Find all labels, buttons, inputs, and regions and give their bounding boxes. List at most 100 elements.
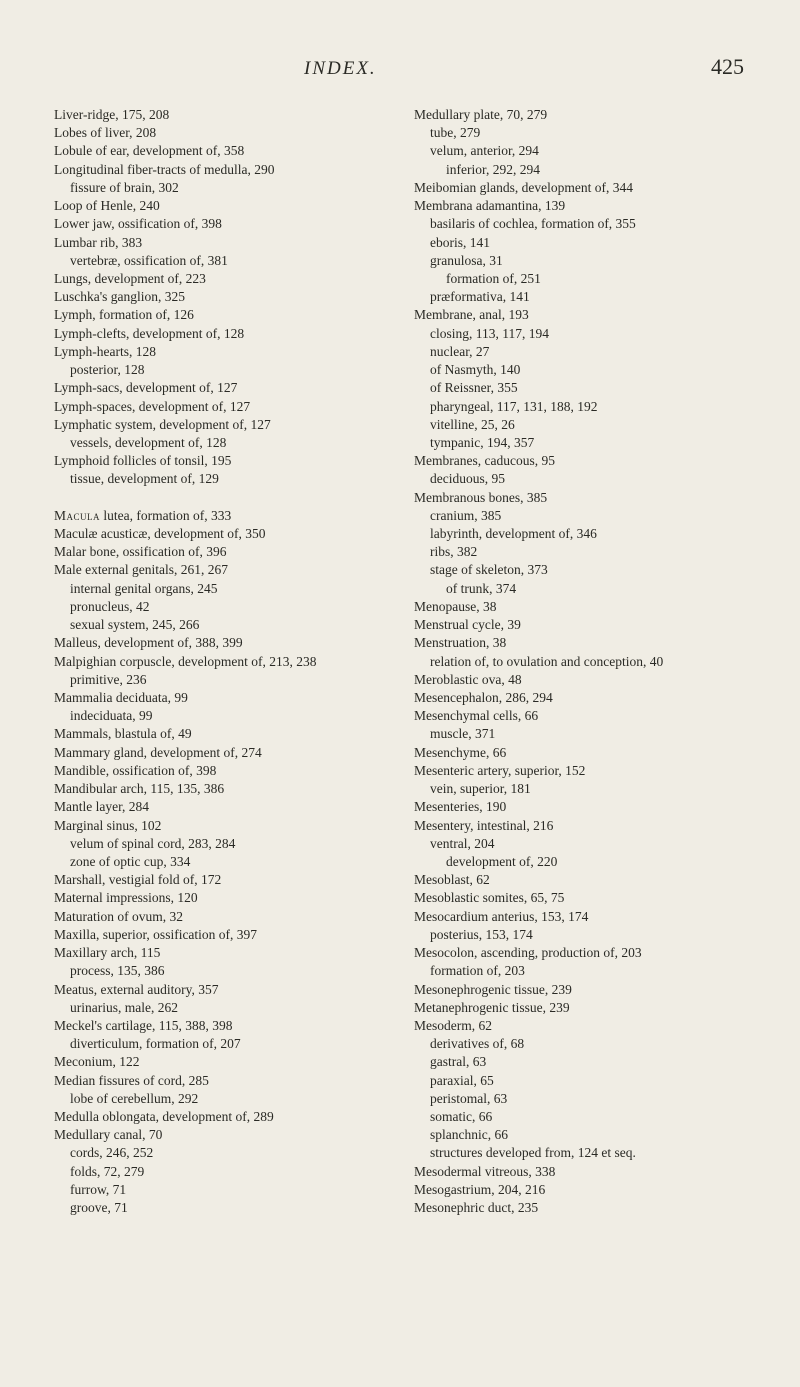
index-entry: Mammals, blastula of, 49 <box>54 725 392 743</box>
index-entry: vitelline, 25, 26 <box>414 416 752 434</box>
index-entry: Lobule of ear, development of, 358 <box>54 142 392 160</box>
index-entry: Mammary gland, development of, 274 <box>54 744 392 762</box>
index-entry: development of, 220 <box>414 853 752 871</box>
index-entry: Lymph-clefts, development of, 128 <box>54 325 392 343</box>
index-entry: somatic, 66 <box>414 1108 752 1126</box>
index-entry: paraxial, 65 <box>414 1072 752 1090</box>
index-entry: Meibomian glands, development of, 344 <box>414 179 752 197</box>
index-entry: inferior, 292, 294 <box>414 161 752 179</box>
index-entry: Longitudinal fiber-tracts of medulla, 29… <box>54 161 392 179</box>
index-entry: Metanephrogenic tissue, 239 <box>414 999 752 1017</box>
index-entry: Menopause, 38 <box>414 598 752 616</box>
index-entry: diverticulum, formation of, 207 <box>54 1035 392 1053</box>
index-entry: Mesonephrogenic tissue, 239 <box>414 981 752 999</box>
index-entry: of trunk, 374 <box>414 580 752 598</box>
index-entry: folds, 72, 279 <box>54 1163 392 1181</box>
index-entry: gastral, 63 <box>414 1053 752 1071</box>
index-entry: Medulla oblongata, development of, 289 <box>54 1108 392 1126</box>
index-entry: pharyngeal, 117, 131, 188, 192 <box>414 398 752 416</box>
index-entry: Male external genitals, 261, 267 <box>54 561 392 579</box>
index-entry: Mesocardium anterius, 153, 174 <box>414 908 752 926</box>
index-entry: Macula lutea, formation of, 333 <box>54 507 392 525</box>
index-entry: process, 135, 386 <box>54 962 392 980</box>
index-entry: Mesoblastic somites, 65, 75 <box>414 889 752 907</box>
index-entry: formation of, 203 <box>414 962 752 980</box>
index-entry: Maturation of ovum, 32 <box>54 908 392 926</box>
index-entry: Maternal impressions, 120 <box>54 889 392 907</box>
index-entry: Marginal sinus, 102 <box>54 817 392 835</box>
index-entry: groove, 71 <box>54 1199 392 1217</box>
index-entry: Maxilla, superior, ossification of, 397 <box>54 926 392 944</box>
index-entry: vein, superior, 181 <box>414 780 752 798</box>
index-entry: relation of, to ovulation and conception… <box>414 653 752 671</box>
index-entry: Mesonephric duct, 235 <box>414 1199 752 1217</box>
index-entry: splanchnic, 66 <box>414 1126 752 1144</box>
index-entry: urinarius, male, 262 <box>54 999 392 1017</box>
index-entry: deciduous, 95 <box>414 470 752 488</box>
index-entry: posterior, 128 <box>54 361 392 379</box>
index-entry: Lymph-spaces, development of, 127 <box>54 398 392 416</box>
index-entry: fissure of brain, 302 <box>54 179 392 197</box>
index-entry: Mesogastrium, 204, 216 <box>414 1181 752 1199</box>
index-entry: Mesentery, intestinal, 216 <box>414 817 752 835</box>
index-entry: Malleus, development of, 388, 399 <box>54 634 392 652</box>
index-entry: Mesenteric artery, superior, 152 <box>414 762 752 780</box>
index-entry: Lobes of liver, 208 <box>54 124 392 142</box>
index-entry: Mesoblast, 62 <box>414 871 752 889</box>
index-entry: Maculæ acusticæ, development of, 350 <box>54 525 392 543</box>
index-entry <box>54 489 392 507</box>
page-number: 425 <box>711 54 744 80</box>
index-entry: labyrinth, development of, 346 <box>414 525 752 543</box>
index-entry: lobe of cerebellum, 292 <box>54 1090 392 1108</box>
index-entry: Median fissures of cord, 285 <box>54 1072 392 1090</box>
index-entry: tympanic, 194, 357 <box>414 434 752 452</box>
index-entry: eboris, 141 <box>414 234 752 252</box>
index-entry: Mandible, ossification of, 398 <box>54 762 392 780</box>
index-entry: Luschka's ganglion, 325 <box>54 288 392 306</box>
index-entry: Lower jaw, ossification of, 398 <box>54 215 392 233</box>
index-entry: of Nasmyth, 140 <box>414 361 752 379</box>
index-entry: nuclear, 27 <box>414 343 752 361</box>
index-entry: Medullary plate, 70, 279 <box>414 106 752 124</box>
index-entry: Liver-ridge, 175, 208 <box>54 106 392 124</box>
left-column: Liver-ridge, 175, 208Lobes of liver, 208… <box>54 106 392 1217</box>
index-entry: Marshall, vestigial fold of, 172 <box>54 871 392 889</box>
header-title: INDEX. <box>304 58 377 80</box>
index-entry: Mesodermal vitreous, 338 <box>414 1163 752 1181</box>
index-entry: Membrana adamantina, 139 <box>414 197 752 215</box>
index-entry: zone of optic cup, 334 <box>54 853 392 871</box>
index-entry: cranium, 385 <box>414 507 752 525</box>
index-entry: Mammalia deciduata, 99 <box>54 689 392 707</box>
index-entry: Meckel's cartilage, 115, 388, 398 <box>54 1017 392 1035</box>
index-entry: granulosa, 31 <box>414 252 752 270</box>
index-entry: Mesoderm, 62 <box>414 1017 752 1035</box>
index-entry: indeciduata, 99 <box>54 707 392 725</box>
index-entry: Meconium, 122 <box>54 1053 392 1071</box>
index-entry: Lymph-sacs, development of, 127 <box>54 379 392 397</box>
index-entry: derivatives of, 68 <box>414 1035 752 1053</box>
index-entry: vessels, development of, 128 <box>54 434 392 452</box>
index-entry: peristomal, 63 <box>414 1090 752 1108</box>
page-header: INDEX. 425 <box>54 54 752 80</box>
index-entry: Lymph-hearts, 128 <box>54 343 392 361</box>
index-entry: tissue, development of, 129 <box>54 470 392 488</box>
index-entry: sexual system, 245, 266 <box>54 616 392 634</box>
index-entry: internal genital organs, 245 <box>54 580 392 598</box>
index-columns: Liver-ridge, 175, 208Lobes of liver, 208… <box>54 106 752 1217</box>
index-entry: Maxillary arch, 115 <box>54 944 392 962</box>
index-entry: Meatus, external auditory, 357 <box>54 981 392 999</box>
index-entry: Mesenchyme, 66 <box>414 744 752 762</box>
index-entry: Menstrual cycle, 39 <box>414 616 752 634</box>
index-entry: vertebræ, ossification of, 381 <box>54 252 392 270</box>
index-entry: formation of, 251 <box>414 270 752 288</box>
index-entry: Lymphoid follicles of tonsil, 195 <box>54 452 392 470</box>
index-entry: muscle, 371 <box>414 725 752 743</box>
index-entry: ventral, 204 <box>414 835 752 853</box>
index-entry: Mesencephalon, 286, 294 <box>414 689 752 707</box>
right-column: Medullary plate, 70, 279tube, 279velum, … <box>414 106 752 1217</box>
index-entry: cords, 246, 252 <box>54 1144 392 1162</box>
index-entry: Menstruation, 38 <box>414 634 752 652</box>
index-entry: stage of skeleton, 373 <box>414 561 752 579</box>
index-entry: Lymph, formation of, 126 <box>54 306 392 324</box>
index-entry: Membranous bones, 385 <box>414 489 752 507</box>
